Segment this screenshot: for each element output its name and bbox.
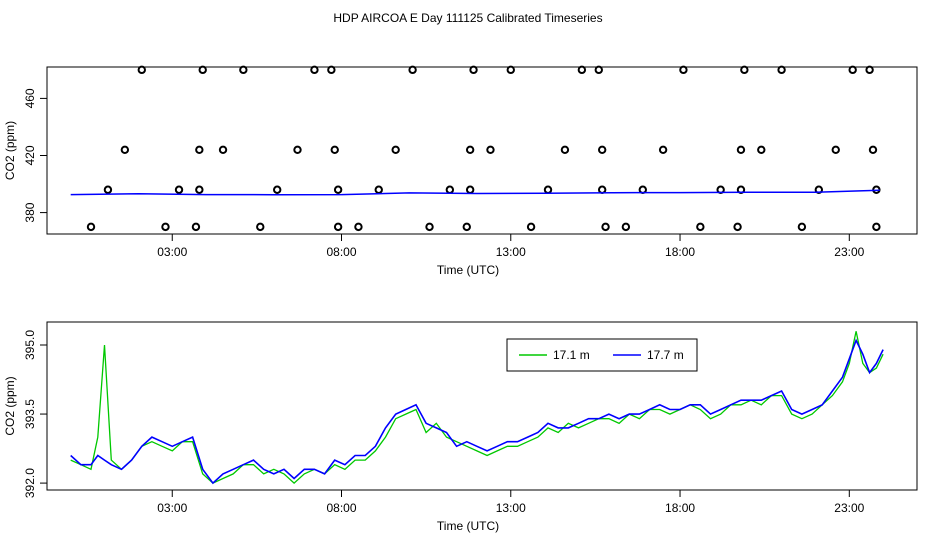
legend-label: 17.1 m bbox=[553, 348, 590, 362]
x-tick-label: 23:00 bbox=[834, 245, 864, 259]
scatter-point bbox=[526, 222, 536, 232]
y-tick-label: 395.0 bbox=[23, 330, 37, 360]
scatter-point bbox=[425, 222, 434, 232]
x-tick-label: 03:00 bbox=[157, 501, 187, 515]
scatter-point bbox=[757, 145, 766, 154]
y-tick-label: 420 bbox=[23, 145, 37, 165]
scatter-point bbox=[256, 222, 265, 232]
scatter-point bbox=[560, 145, 570, 154]
scatter-point bbox=[310, 65, 319, 75]
scatter-point bbox=[103, 185, 113, 194]
scatter-point bbox=[465, 145, 475, 154]
scatter-point bbox=[195, 185, 204, 194]
y-tick-label: 460 bbox=[23, 88, 37, 108]
scatter-point bbox=[797, 222, 807, 232]
scatter-point bbox=[486, 145, 495, 154]
y-tick-label: 393.5 bbox=[23, 399, 37, 429]
series-line-blue bbox=[70, 189, 880, 196]
y-axis-label: CO2 (ppm) bbox=[3, 121, 17, 180]
scatter-point bbox=[543, 185, 553, 194]
x-tick-label: 18:00 bbox=[665, 501, 695, 515]
scatter-point bbox=[408, 65, 417, 75]
scatter-point bbox=[597, 145, 607, 154]
figure-title: HDP AIRCOA E Day 111125 Calibrated Times… bbox=[333, 11, 602, 25]
scatter-point bbox=[577, 65, 587, 75]
x-tick-label: 13:00 bbox=[496, 245, 526, 259]
x-tick-label: 18:00 bbox=[665, 245, 695, 259]
plot-frame bbox=[46, 321, 918, 491]
y-axis-label: CO2 (ppm) bbox=[3, 376, 17, 435]
top-panel: 03:00 08:00 13:00 18:00 23:00 Time (UTC) 380 42… bbox=[3, 65, 918, 277]
scatter-point bbox=[601, 222, 610, 232]
scatter-point bbox=[597, 185, 607, 194]
scatter-point bbox=[733, 222, 742, 232]
scatter-point bbox=[174, 185, 184, 194]
y-tick-label: 380 bbox=[23, 202, 37, 222]
scatter-point bbox=[740, 65, 749, 75]
scatter-point bbox=[330, 145, 339, 154]
scatter-point bbox=[814, 185, 824, 194]
x-tick-label: 08:00 bbox=[326, 501, 356, 515]
scatter-point bbox=[621, 222, 631, 232]
scatter-point bbox=[218, 145, 228, 154]
scatter-point bbox=[658, 145, 668, 154]
legend-label: 17.7 m bbox=[647, 348, 684, 362]
scatter-point bbox=[868, 145, 878, 154]
series-line-blue bbox=[70, 338, 884, 485]
x-axis-label: Time (UTC) bbox=[437, 263, 499, 277]
x-tick-label: 08:00 bbox=[326, 245, 356, 259]
scatter-point bbox=[354, 222, 363, 232]
scatter-point bbox=[86, 222, 96, 232]
scatter-point bbox=[865, 65, 874, 75]
scatter-point bbox=[679, 65, 688, 75]
x-axis-label: Time (UTC) bbox=[437, 519, 499, 533]
scatter-point bbox=[462, 222, 471, 232]
scatter-point bbox=[594, 65, 603, 75]
scatter-point bbox=[777, 65, 786, 75]
scatter-point bbox=[191, 222, 201, 232]
scatter-point bbox=[391, 145, 400, 154]
scatter-point bbox=[831, 145, 840, 154]
scatter-point bbox=[198, 65, 207, 75]
x-tick-label: 13:00 bbox=[496, 501, 526, 515]
scatter-point bbox=[293, 145, 302, 154]
scatter-point bbox=[137, 65, 146, 75]
x-tick-label: 03:00 bbox=[157, 245, 187, 259]
plot-frame bbox=[46, 66, 918, 235]
y-tick-label: 392.0 bbox=[23, 468, 37, 498]
scatter-point bbox=[445, 185, 455, 194]
scatter-point bbox=[195, 145, 204, 154]
scatter-point bbox=[374, 185, 383, 194]
scatter-point bbox=[872, 222, 881, 232]
series-line-green bbox=[70, 331, 884, 484]
scatter-point bbox=[272, 185, 282, 194]
scatter-point bbox=[506, 65, 515, 75]
scatter-point bbox=[333, 185, 343, 194]
scatter-point bbox=[333, 222, 343, 232]
scatter-point bbox=[465, 185, 475, 194]
scatter-point bbox=[239, 65, 248, 75]
scatter-point bbox=[848, 65, 857, 75]
bottom-panel: 03:00 08:00 13:00 18:00 23:00 Time (UTC) 392.0… bbox=[3, 321, 918, 533]
scatter-point bbox=[736, 145, 746, 154]
x-tick-label: 23:00 bbox=[834, 501, 864, 515]
scatter-point bbox=[161, 222, 170, 232]
scatter-point bbox=[469, 65, 478, 75]
scatter-point bbox=[120, 145, 130, 154]
scatter-point bbox=[696, 222, 705, 232]
scatter-point bbox=[327, 65, 336, 75]
